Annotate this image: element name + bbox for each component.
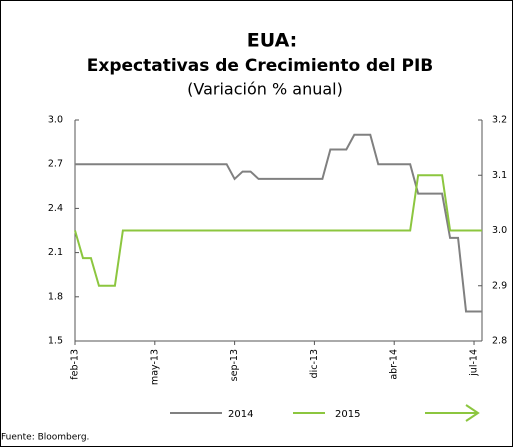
x-tick-label: feb-13 (70, 349, 81, 380)
y-tick-label: 2.1 (48, 247, 63, 258)
legend-label: 2014 (228, 409, 253, 420)
x-tick-label: may-13 (149, 349, 160, 385)
x-tick-label: sep-13 (229, 349, 240, 381)
y-tick-label: 1.8 (48, 291, 63, 302)
y-tick-label: 3.0 (48, 115, 63, 126)
series-line (75, 133, 482, 313)
legend-label: 2015 (335, 409, 360, 420)
series-line (74, 174, 482, 287)
chart-title: EUA: (247, 30, 297, 52)
y2-tick-label: 2.8 (492, 336, 507, 347)
x-tick-label: jul-14 (469, 349, 480, 377)
chart-subtitle: Expectativas de Crecimiento del PIB (87, 56, 434, 76)
x-tick-label: abr-14 (389, 349, 400, 380)
y2-tick-label: 2.9 (492, 280, 507, 291)
legend-arrow (425, 404, 480, 422)
y-tick-label: 2.7 (48, 159, 63, 170)
y2-tick-label: 3.2 (492, 115, 507, 126)
x-tick-label: dic-13 (309, 349, 320, 378)
y2-tick-label: 3.0 (492, 225, 507, 236)
y-tick-label: 1.5 (48, 336, 63, 347)
y-tick-label: 2.4 (48, 203, 63, 214)
source: Fuente: Bloomberg. (1, 433, 89, 443)
chart-subtitle: (Variación % anual) (187, 80, 343, 99)
y2-tick-label: 3.1 (492, 170, 507, 181)
